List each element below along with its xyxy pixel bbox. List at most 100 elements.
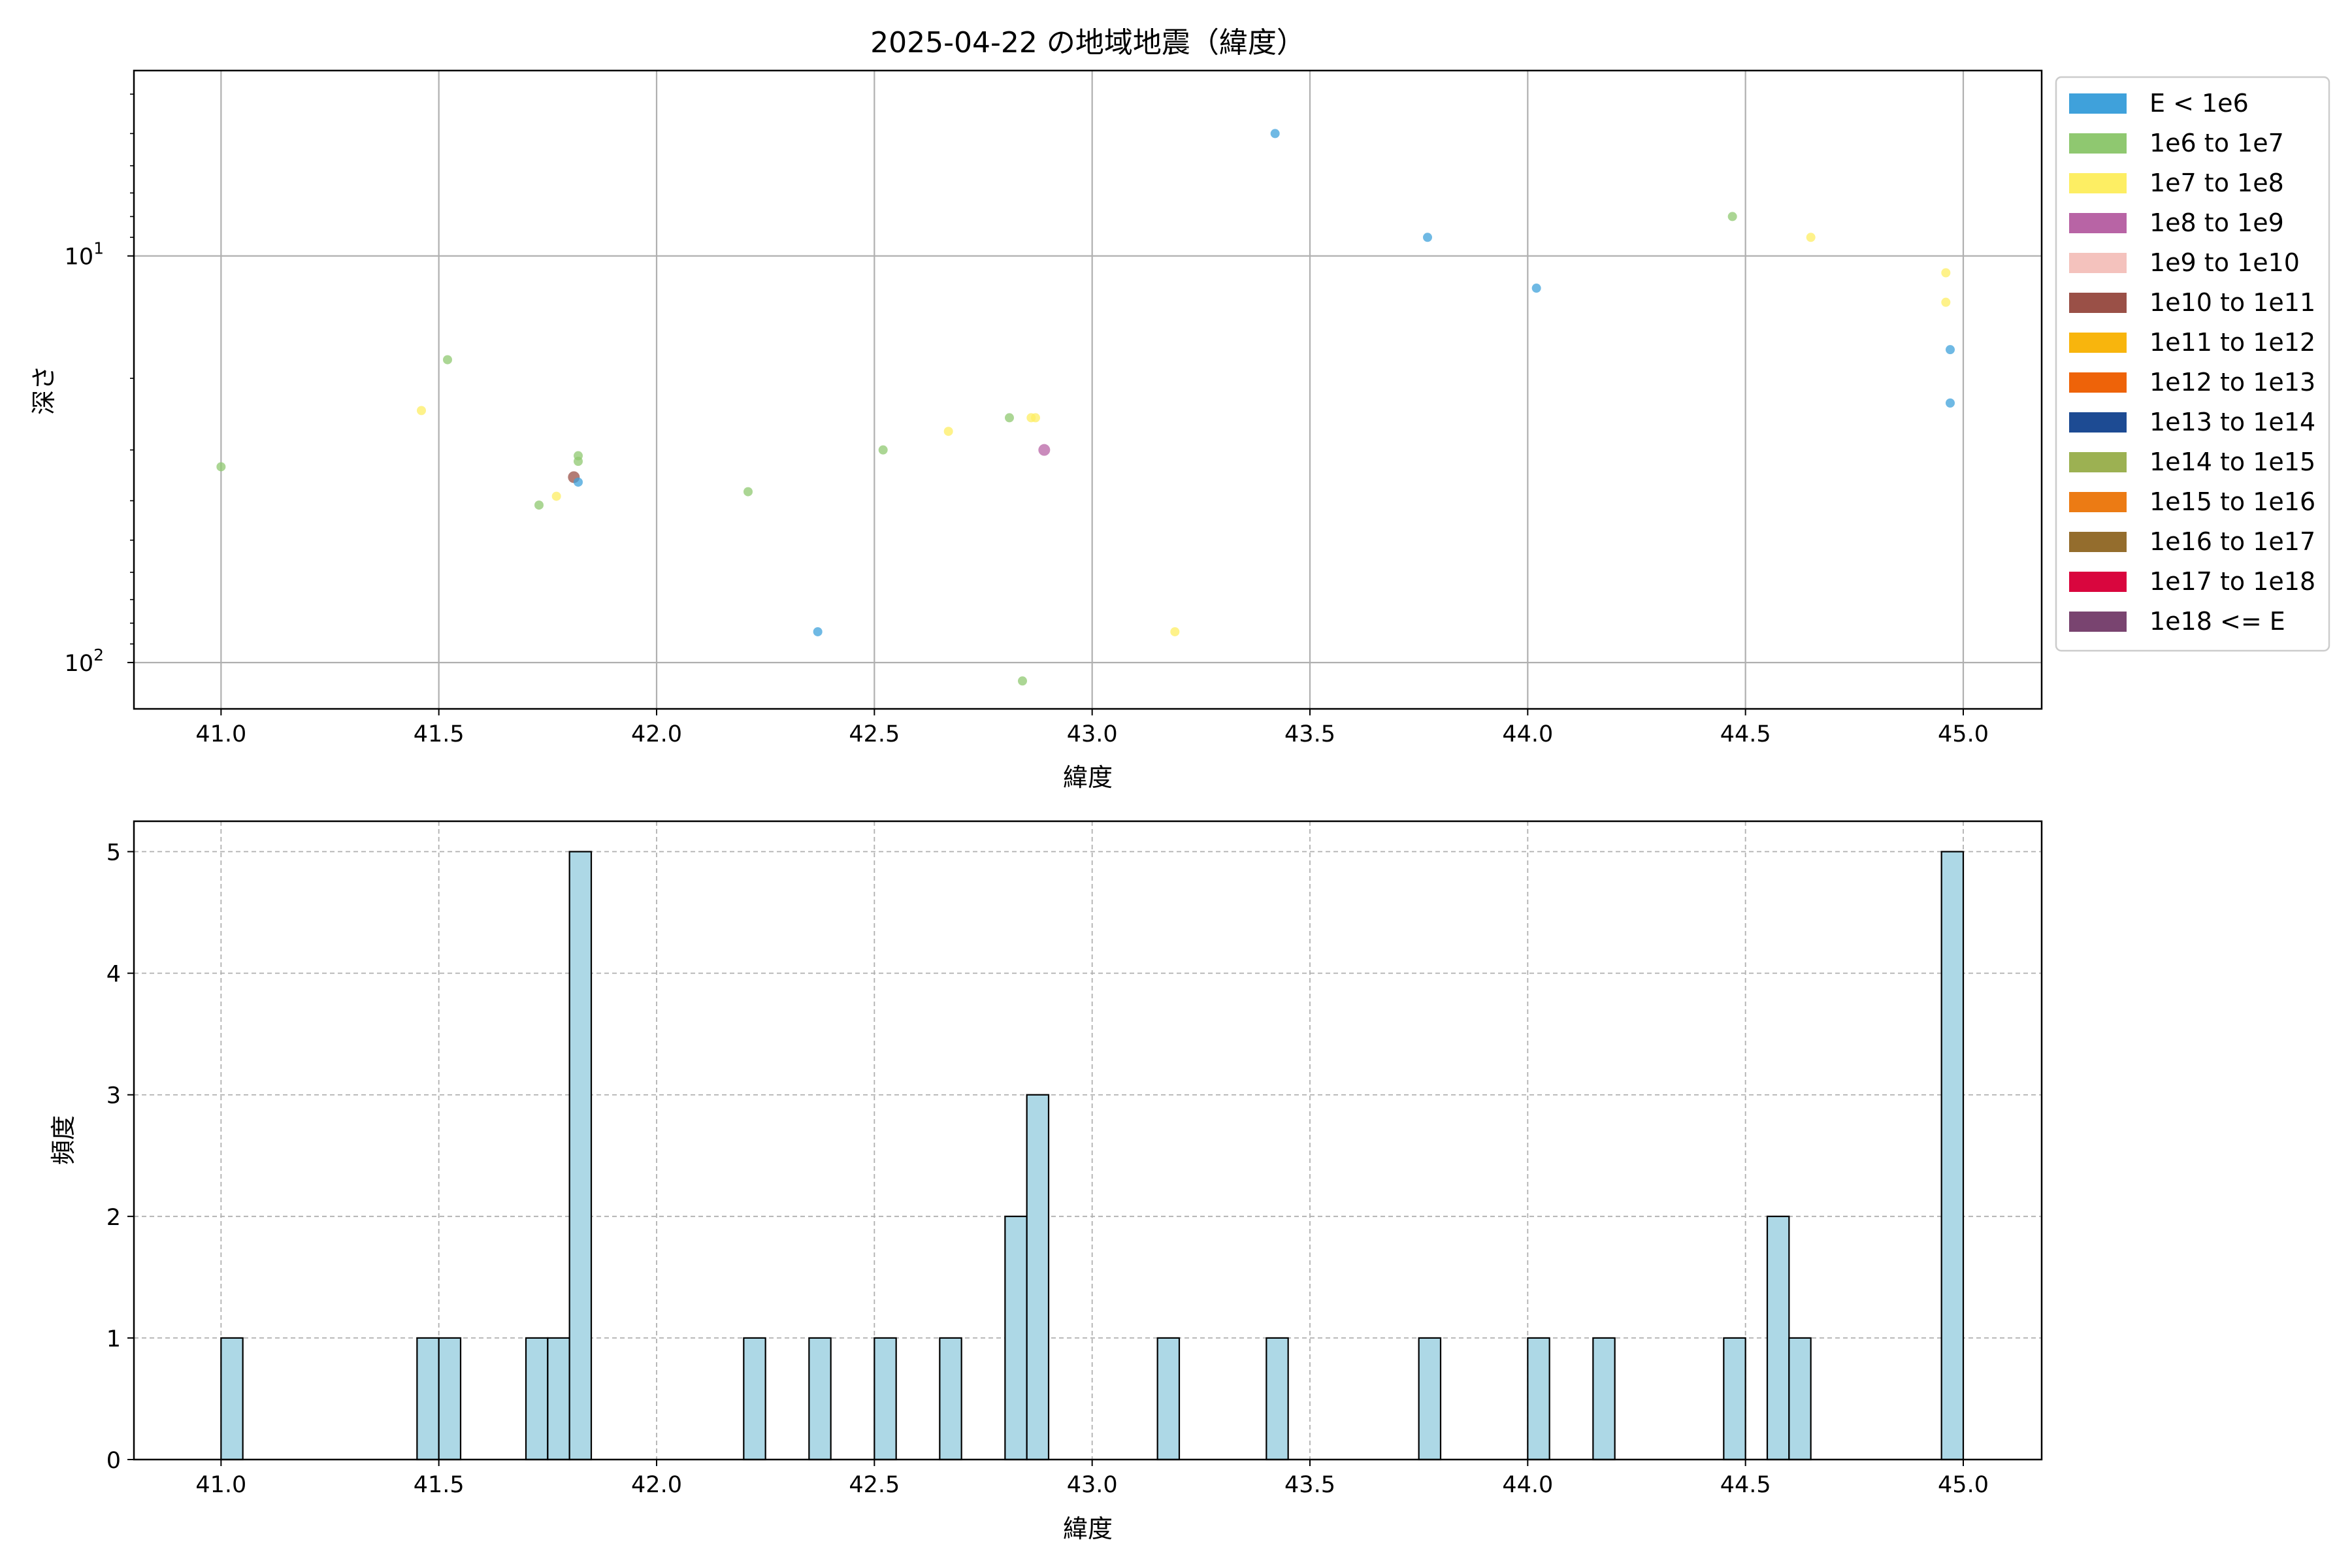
scatter-point xyxy=(1727,212,1737,221)
legend-label: 1e10 to 1e11 xyxy=(2149,288,2315,317)
histogram-bar xyxy=(808,1337,832,1461)
legend-swatch xyxy=(2069,412,2127,433)
scatter-x-axis-label: 緯度 xyxy=(1063,763,1113,792)
legend-label: 1e8 to 1e9 xyxy=(2149,208,2284,237)
histogram-bar xyxy=(1940,851,1965,1461)
histogram-x-tick-label: 43.0 xyxy=(1067,1472,1118,1498)
histogram-bar xyxy=(874,1337,897,1461)
scatter-y-tick-base: 10 xyxy=(65,244,94,270)
histogram-x-tick-label: 41.0 xyxy=(195,1472,246,1498)
scatter-point xyxy=(1941,297,1951,307)
scatter-y-tick-exp: 2 xyxy=(93,645,104,664)
legend-label: 1e18 <= E xyxy=(2149,607,2285,636)
legend-swatch xyxy=(2069,572,2127,592)
scatter-x-tick-label: 41.0 xyxy=(195,721,246,747)
histogram-bar xyxy=(568,851,593,1461)
scatter-point xyxy=(1946,345,1955,355)
scatter-x-tick-label: 42.0 xyxy=(631,721,682,747)
histogram-bar xyxy=(525,1337,549,1461)
scatter-plot: 2025-04-22 の地域地震（緯度） 41.0 41.5 42.0 42.5 43.… xyxy=(29,26,2043,792)
histogram-y-tick-label: 4 xyxy=(106,962,121,988)
scatter-axes-frame xyxy=(133,69,2043,710)
scatter-point xyxy=(1531,284,1541,293)
histogram-x-tick-label: 44.0 xyxy=(1502,1472,1553,1498)
scatter-point xyxy=(551,491,561,501)
legend-swatch xyxy=(2069,492,2127,512)
legend-label: 1e11 to 1e12 xyxy=(2149,328,2315,357)
legend-label: 1e15 to 1e16 xyxy=(2149,487,2315,516)
legend-label: 1e7 to 1e8 xyxy=(2149,169,2284,197)
histogram-x-tick-label: 43.5 xyxy=(1284,1472,1335,1498)
legend-swatch xyxy=(2069,253,2127,273)
legend-label: 1e16 to 1e17 xyxy=(2149,527,2315,556)
scatter-points xyxy=(216,129,1955,686)
legend-swatch xyxy=(2069,532,2127,552)
histogram-plot: 41.0 41.5 42.0 42.5 43.0 43.5 44.0 44.5 45.0 0 1 2… xyxy=(49,820,2043,1543)
histogram-bar xyxy=(1418,1337,1442,1461)
histogram-bar xyxy=(1788,1337,1812,1461)
scatter-point xyxy=(1018,676,1027,686)
histogram-bar xyxy=(1156,1337,1181,1461)
scatter-point xyxy=(1038,444,1051,456)
histogram-bar xyxy=(743,1337,766,1461)
scatter-point xyxy=(417,406,426,416)
legend-label: 1e9 to 1e10 xyxy=(2149,248,2300,277)
histogram-x-tick-label: 44.5 xyxy=(1720,1472,1771,1498)
histogram-bar xyxy=(939,1337,962,1461)
legend-label: 1e17 to 1e18 xyxy=(2149,567,2315,596)
histogram-bar xyxy=(1592,1337,1616,1461)
histogram-x-tick-label: 42.5 xyxy=(849,1472,900,1498)
legend-label: 1e13 to 1e14 xyxy=(2149,408,2315,436)
scatter-x-tick-label: 43.5 xyxy=(1284,721,1335,747)
scatter-point xyxy=(878,445,888,455)
scatter-x-tick-label: 42.5 xyxy=(849,721,900,747)
scatter-point xyxy=(534,500,544,510)
histogram-bar xyxy=(1766,1215,1790,1461)
histogram-y-ticks: 0 1 2 3 4 5 xyxy=(106,840,134,1474)
scatter-x-tick-label: 43.0 xyxy=(1067,721,1118,747)
histogram-y-axis-label: 頻度 xyxy=(49,1115,78,1165)
scatter-point xyxy=(216,462,226,472)
histogram-bars xyxy=(220,851,1965,1461)
legend-swatch xyxy=(2069,213,2127,233)
scatter-y-tick-label: 102 xyxy=(65,645,104,677)
legend-swatch xyxy=(2069,293,2127,313)
histogram-x-tick-label: 41.5 xyxy=(414,1472,465,1498)
histogram-bar xyxy=(1026,1094,1050,1461)
histogram-bar xyxy=(220,1337,244,1461)
scatter-y-tick-label: 101 xyxy=(65,239,104,270)
scatter-x-ticks: 41.0 41.5 42.0 42.5 43.0 43.5 44.0 44.5 45.0 xyxy=(195,709,1989,747)
legend-swatch xyxy=(2069,372,2127,393)
legend-label: 1e6 to 1e7 xyxy=(2149,129,2284,157)
scatter-point xyxy=(813,627,823,636)
histogram-x-tick-label: 42.0 xyxy=(631,1472,682,1498)
legend-swatch xyxy=(2069,173,2127,193)
legend: E < 1e6 1e6 to 1e7 1e7 to 1e8 1e8 to 1e9 1e9… xyxy=(2055,76,2330,652)
histogram-bar xyxy=(1527,1337,1550,1461)
scatter-y-tick-exp: 1 xyxy=(93,239,104,258)
histogram-bar xyxy=(438,1337,462,1461)
legend-frame xyxy=(2055,76,2330,652)
histogram-axes-frame xyxy=(133,820,2043,1461)
scatter-x-tick-label: 41.5 xyxy=(414,721,465,747)
scatter-x-tick-label: 45.0 xyxy=(1938,721,1989,747)
histogram-bar xyxy=(416,1337,440,1461)
scatter-point xyxy=(1270,129,1280,139)
legend-swatch xyxy=(2069,333,2127,353)
legend-swatch xyxy=(2069,452,2127,472)
scatter-point xyxy=(443,355,452,365)
scatter-point xyxy=(1170,627,1180,636)
scatter-point xyxy=(1941,268,1951,278)
scatter-x-tick-label: 44.0 xyxy=(1502,721,1553,747)
legend-swatch xyxy=(2069,612,2127,632)
scatter-point xyxy=(1806,233,1816,242)
scatter-point xyxy=(1423,233,1432,242)
histogram-y-tick-label: 2 xyxy=(106,1205,121,1231)
legend-label: E < 1e6 xyxy=(2149,89,2249,118)
histogram-bar xyxy=(1004,1215,1028,1461)
scatter-point xyxy=(1946,398,1955,408)
scatter-point xyxy=(1005,413,1014,423)
scatter-x-tick-label: 44.5 xyxy=(1720,721,1771,747)
scatter-point xyxy=(1031,413,1040,423)
